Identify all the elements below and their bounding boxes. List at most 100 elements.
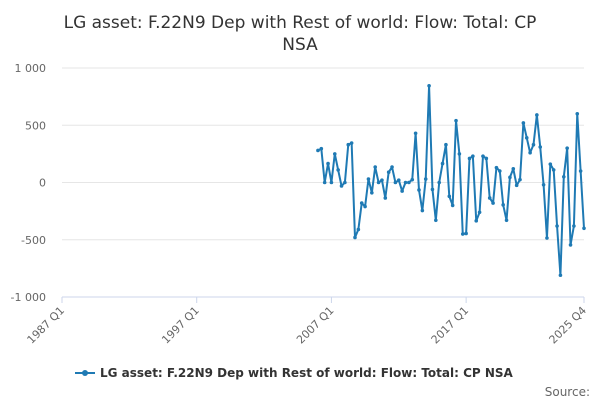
data-point[interactable] bbox=[413, 131, 418, 136]
data-point[interactable] bbox=[568, 243, 573, 247]
data-point[interactable] bbox=[508, 175, 512, 180]
data-point[interactable] bbox=[572, 224, 576, 228]
legend-point-marker bbox=[82, 370, 88, 376]
data-point[interactable] bbox=[501, 203, 505, 207]
data-point[interactable] bbox=[447, 194, 452, 199]
data-point[interactable] bbox=[575, 112, 580, 116]
y-tick-label: 1 000 bbox=[15, 62, 47, 75]
data-point[interactable] bbox=[353, 235, 357, 240]
data-point[interactable] bbox=[322, 180, 327, 185]
data-point[interactable] bbox=[555, 224, 559, 228]
data-point[interactable] bbox=[450, 203, 455, 208]
data-point[interactable] bbox=[403, 180, 408, 185]
data-point[interactable] bbox=[538, 145, 543, 149]
x-tick-label: 2007 Q1 bbox=[294, 304, 337, 347]
data-point[interactable] bbox=[545, 236, 549, 240]
data-point[interactable] bbox=[316, 148, 320, 153]
legend[interactable]: LG asset: F.22N9 Dep with Rest of world:… bbox=[75, 366, 514, 380]
data-point[interactable] bbox=[420, 208, 425, 213]
data-point[interactable] bbox=[467, 156, 472, 161]
data-point[interactable] bbox=[393, 180, 398, 185]
data-point[interactable] bbox=[491, 201, 495, 205]
data-point[interactable] bbox=[521, 121, 526, 125]
y-tick-label: -500 bbox=[21, 234, 46, 247]
data-point[interactable] bbox=[498, 169, 502, 173]
y-tick-label: -1 000 bbox=[11, 291, 46, 304]
legend-label[interactable]: LG asset: F.22N9 Dep with Rest of world:… bbox=[100, 366, 514, 380]
data-point[interactable] bbox=[531, 142, 536, 147]
data-point[interactable] bbox=[464, 231, 468, 236]
data-point[interactable] bbox=[376, 180, 381, 185]
x-tick-label: 1997 Q1 bbox=[159, 304, 202, 347]
data-point[interactable] bbox=[430, 187, 435, 192]
data-point[interactable] bbox=[460, 232, 465, 236]
data-point[interactable] bbox=[511, 166, 516, 171]
data-point[interactable] bbox=[558, 273, 563, 278]
chart-title-line-2: NSA bbox=[282, 35, 318, 55]
data-point[interactable] bbox=[524, 136, 529, 140]
data-point[interactable] bbox=[349, 141, 354, 145]
source-label: Source: bbox=[545, 385, 590, 399]
data-point[interactable] bbox=[578, 169, 583, 173]
data-point[interactable] bbox=[370, 191, 374, 195]
series-line bbox=[317, 84, 585, 277]
data-point[interactable] bbox=[518, 177, 522, 182]
data-point[interactable] bbox=[561, 174, 566, 179]
x-tick-label: 1987 Q1 bbox=[25, 304, 68, 347]
series-group bbox=[316, 83, 586, 278]
data-point[interactable] bbox=[487, 196, 492, 200]
y-tick-label: 0 bbox=[39, 177, 46, 190]
x-tick-label: 2025 Q4 bbox=[547, 304, 590, 347]
chart-title-line-1: LG asset: F.22N9 Dep with Rest of world:… bbox=[64, 13, 537, 33]
data-point[interactable] bbox=[551, 168, 556, 172]
y-tick-label: 500 bbox=[25, 119, 46, 132]
data-point[interactable] bbox=[582, 226, 586, 231]
data-point[interactable] bbox=[400, 189, 404, 193]
data-point[interactable] bbox=[319, 146, 324, 151]
data-point[interactable] bbox=[332, 152, 337, 156]
data-point[interactable] bbox=[548, 162, 553, 166]
data-point[interactable] bbox=[481, 154, 485, 158]
data-point[interactable] bbox=[366, 177, 371, 181]
data-point[interactable] bbox=[417, 188, 421, 192]
data-point[interactable] bbox=[427, 83, 431, 88]
data-point[interactable] bbox=[457, 152, 462, 156]
data-point[interactable] bbox=[494, 165, 499, 170]
data-point[interactable] bbox=[410, 177, 415, 182]
data-point[interactable] bbox=[383, 196, 388, 200]
data-point[interactable] bbox=[444, 142, 448, 147]
data-point[interactable] bbox=[396, 178, 401, 183]
data-point[interactable] bbox=[514, 183, 519, 188]
data-point[interactable] bbox=[346, 142, 351, 147]
data-point[interactable] bbox=[326, 161, 330, 166]
data-point[interactable] bbox=[484, 156, 489, 161]
data-point[interactable] bbox=[423, 177, 428, 181]
data-point[interactable] bbox=[407, 180, 411, 185]
data-point[interactable] bbox=[434, 218, 438, 223]
data-point[interactable] bbox=[535, 113, 539, 117]
data-point[interactable] bbox=[440, 161, 445, 166]
data-point[interactable] bbox=[363, 204, 367, 209]
data-point[interactable] bbox=[329, 180, 334, 185]
data-point[interactable] bbox=[454, 118, 458, 123]
data-point[interactable] bbox=[336, 168, 340, 172]
data-point[interactable] bbox=[474, 219, 479, 223]
data-point[interactable] bbox=[386, 170, 391, 174]
data-point[interactable] bbox=[390, 165, 394, 169]
data-point[interactable] bbox=[380, 178, 384, 183]
data-point[interactable] bbox=[437, 180, 441, 185]
data-point[interactable] bbox=[565, 146, 569, 150]
y-axis-ticks: 1 000 500 0 -500 -1 000 bbox=[11, 62, 46, 304]
data-point[interactable] bbox=[356, 227, 361, 232]
data-point[interactable] bbox=[359, 201, 364, 205]
data-point[interactable] bbox=[541, 182, 546, 187]
data-point[interactable] bbox=[343, 180, 347, 185]
data-point[interactable] bbox=[471, 154, 475, 158]
data-point[interactable] bbox=[477, 210, 482, 215]
data-point[interactable] bbox=[339, 184, 344, 188]
data-point[interactable] bbox=[504, 218, 509, 223]
data-point[interactable] bbox=[373, 165, 378, 169]
data-point[interactable] bbox=[528, 150, 532, 155]
chart-title: LG asset: F.22N9 Dep with Rest of world:… bbox=[64, 13, 537, 55]
